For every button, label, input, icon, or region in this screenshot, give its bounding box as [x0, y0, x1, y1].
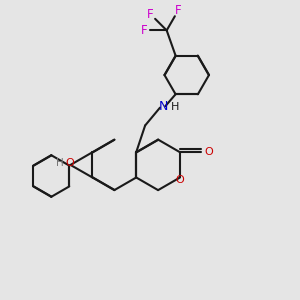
Text: O: O: [66, 158, 74, 168]
Text: H: H: [56, 158, 64, 168]
Text: F: F: [175, 4, 181, 17]
Text: O: O: [176, 176, 184, 185]
Text: O: O: [205, 147, 214, 157]
Text: N: N: [159, 100, 168, 113]
Text: F: F: [147, 8, 154, 21]
Text: H: H: [171, 102, 180, 112]
Text: F: F: [140, 24, 147, 37]
